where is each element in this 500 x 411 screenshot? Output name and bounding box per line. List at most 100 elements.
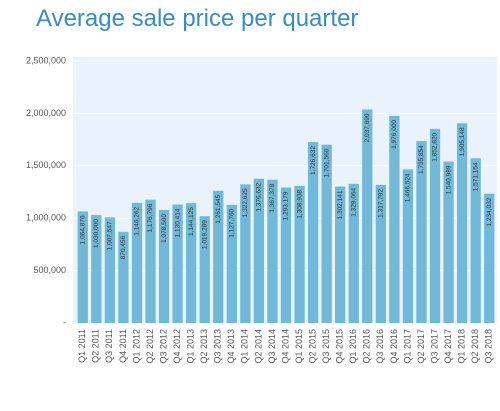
y-tick-label: 1,500,000: [26, 160, 66, 170]
value-label: 1,367,378: [269, 183, 276, 212]
x-tick-label: Q4 2011: [118, 329, 128, 363]
bar: [158, 209, 170, 323]
bar: [456, 123, 468, 324]
value-label: 1,261,545: [215, 194, 222, 223]
bar: [362, 109, 373, 323]
value-label: 870,456: [120, 235, 127, 259]
bar: [389, 115, 400, 324]
bar: [335, 186, 346, 323]
x-tick-label: Q4 2015: [335, 329, 345, 364]
value-label: 2,037,690: [364, 113, 371, 142]
x-tick-label: Q1 2018: [457, 329, 467, 364]
x-tick-label: Q3 2017: [429, 329, 439, 364]
value-label: 1,293,179: [283, 191, 290, 220]
bar: [77, 211, 88, 323]
x-tick-label: Q4 2014: [280, 329, 290, 364]
value-label: 1,234,032: [486, 197, 493, 226]
x-tick-label: Q3 2015: [321, 329, 331, 364]
x-tick-label: Q2 2016: [362, 329, 372, 364]
y-tick-label: 2,500,000: [26, 55, 66, 65]
value-label: 1,007,547: [107, 221, 114, 250]
value-label: 1,078,500: [161, 214, 168, 243]
value-label: 1,130,414: [174, 208, 181, 237]
value-label: 1,726,632: [310, 146, 317, 175]
bar: [240, 184, 251, 323]
chart-title: Average sale price per quarter: [36, 5, 358, 32]
value-label: 1,030,000: [93, 219, 100, 248]
x-tick-label: Q1 2015: [294, 329, 304, 364]
bar: [91, 215, 102, 323]
value-label: 1,852,820: [432, 132, 439, 161]
value-label: 1,540,989: [445, 165, 452, 194]
bar: [280, 187, 292, 323]
value-label: 1,302,141: [337, 190, 344, 219]
value-label: 1,905,148: [459, 127, 466, 156]
y-tick-label: 2,000,000: [26, 108, 66, 118]
bar: [443, 161, 454, 323]
x-tick-label: Q4 2012: [172, 329, 182, 364]
value-label: 1,571,154: [472, 162, 479, 191]
x-tick-label: Q2 2017: [416, 329, 426, 364]
x-tick-label: Q1 2011: [77, 329, 87, 363]
x-tick-label: Q2 2013: [199, 329, 209, 364]
value-label: 1,466,524: [405, 173, 412, 202]
value-label: 1,376,632: [256, 182, 263, 211]
x-tick-label: Q1 2014: [240, 329, 250, 364]
x-tick-label: Q1 2013: [186, 329, 196, 364]
value-label: 1,127,760: [229, 208, 236, 237]
x-tick-label: Q1 2017: [402, 329, 412, 364]
bar: [484, 193, 495, 323]
bar: [213, 190, 224, 323]
y-tick-label: -: [63, 317, 66, 327]
x-tick-label: Q3 2018: [484, 329, 494, 364]
value-label: 1,146,262: [134, 206, 141, 235]
bar: [186, 203, 197, 323]
value-label: 1,976,000: [391, 120, 398, 149]
x-tick-label: Q2 2015: [307, 329, 317, 364]
bar: [267, 179, 278, 323]
x-tick-label: Q3 2012: [158, 329, 168, 364]
bar: [321, 144, 332, 323]
bar: [145, 199, 156, 323]
value-label: 1,317,792: [378, 189, 385, 218]
value-label: 1,064,876: [79, 215, 86, 244]
value-label: 1,322,625: [242, 188, 249, 217]
value-label: 1,735,854: [418, 145, 425, 174]
bar: [348, 183, 359, 323]
bar: [253, 178, 265, 323]
bar: [294, 185, 305, 323]
x-tick-label: Q2 2012: [145, 329, 155, 364]
bar: [199, 216, 210, 323]
bar: [307, 142, 319, 323]
x-tick-label: Q4 2016: [389, 329, 399, 364]
bar: [470, 158, 481, 323]
x-tick-label: Q3 2014: [267, 329, 277, 364]
value-label: 1,328,064: [350, 187, 357, 216]
bar: [375, 184, 386, 323]
x-tick-label: Q1 2012: [131, 329, 141, 364]
bar: [104, 217, 116, 323]
value-label: 1,176,796: [147, 203, 154, 232]
bar: [118, 231, 129, 323]
value-label: 1,308,938: [296, 189, 303, 218]
value-label: 1,019,289: [201, 220, 208, 249]
value-label: 1,144,125: [188, 207, 195, 236]
x-tick-label: Q3 2016: [375, 329, 385, 364]
bar: [172, 204, 183, 323]
x-tick-label: Q2 2018: [470, 329, 480, 364]
bar: [226, 204, 237, 323]
bar: [131, 202, 143, 323]
x-tick-label: Q1 2016: [348, 329, 358, 364]
x-tick-label: Q3 2011: [104, 329, 114, 363]
bar: [416, 141, 427, 323]
x-tick-label: Q2 2011: [91, 329, 101, 363]
bar: [429, 128, 441, 323]
value-label: 1,701,560: [323, 148, 330, 177]
x-tick-label: Q2 2014: [253, 329, 263, 364]
x-tick-label: Q4 2017: [443, 329, 453, 364]
y-tick-label: 1,000,000: [26, 213, 66, 223]
y-tick-label: 500,000: [33, 265, 66, 275]
x-tick-label: Q4 2013: [226, 329, 236, 364]
bar: [402, 169, 414, 323]
